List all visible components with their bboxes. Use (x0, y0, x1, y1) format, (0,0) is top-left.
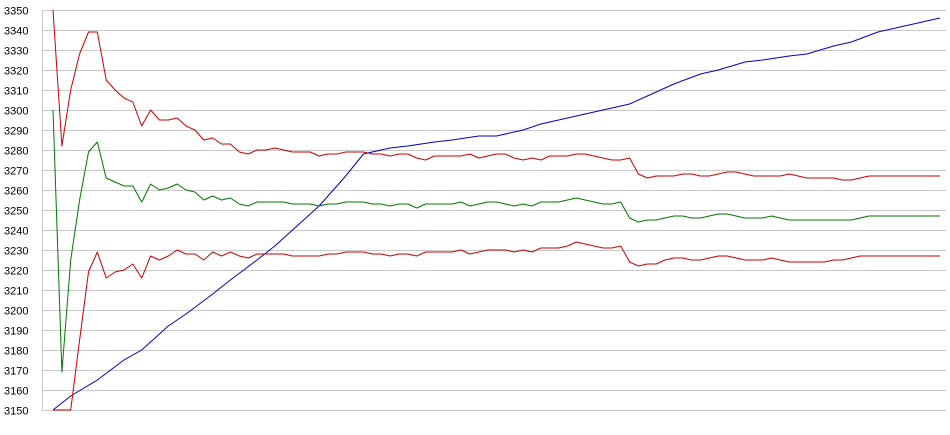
y-tick-label: 3240 (4, 226, 28, 238)
series-line-4 (53, 241, 940, 411)
y-tick-label: 3330 (4, 46, 28, 58)
y-tick-label: 3340 (4, 26, 28, 38)
y-tick-label: 3320 (4, 66, 28, 78)
y-tick-label: 3350 (4, 6, 28, 18)
y-tick-label: 3270 (4, 166, 28, 178)
series-line-2 (52, 9, 940, 181)
series-lines (52, 9, 941, 411)
y-tick-label: 3230 (4, 246, 28, 258)
y-tick-label: 3180 (4, 346, 28, 358)
y-tick-label: 3190 (4, 326, 28, 338)
grid (42, 10, 946, 411)
y-tick-label: 3280 (4, 146, 28, 158)
y-tick-label: 3160 (4, 386, 28, 398)
y-tick-label: 3260 (4, 186, 28, 198)
y-tick-label: 3150 (4, 406, 28, 418)
y-tick-label: 3300 (4, 106, 28, 118)
y-tick-label: 3200 (4, 306, 28, 318)
y-axis-tick-labels: 3150 3160 3170 3180 3190 3200 3210 3220 3230 3240… (4, 6, 28, 418)
y-tick-label: 3210 (4, 286, 28, 298)
series-line-3 (52, 109, 940, 373)
y-tick-label: 3310 (4, 86, 28, 98)
y-tick-label: 3220 (4, 266, 28, 278)
series-line-1 (52, 17, 941, 411)
y-tick-label: 3250 (4, 206, 28, 218)
y-tick-label: 3170 (4, 366, 28, 378)
y-tick-label: 3290 (4, 126, 28, 138)
